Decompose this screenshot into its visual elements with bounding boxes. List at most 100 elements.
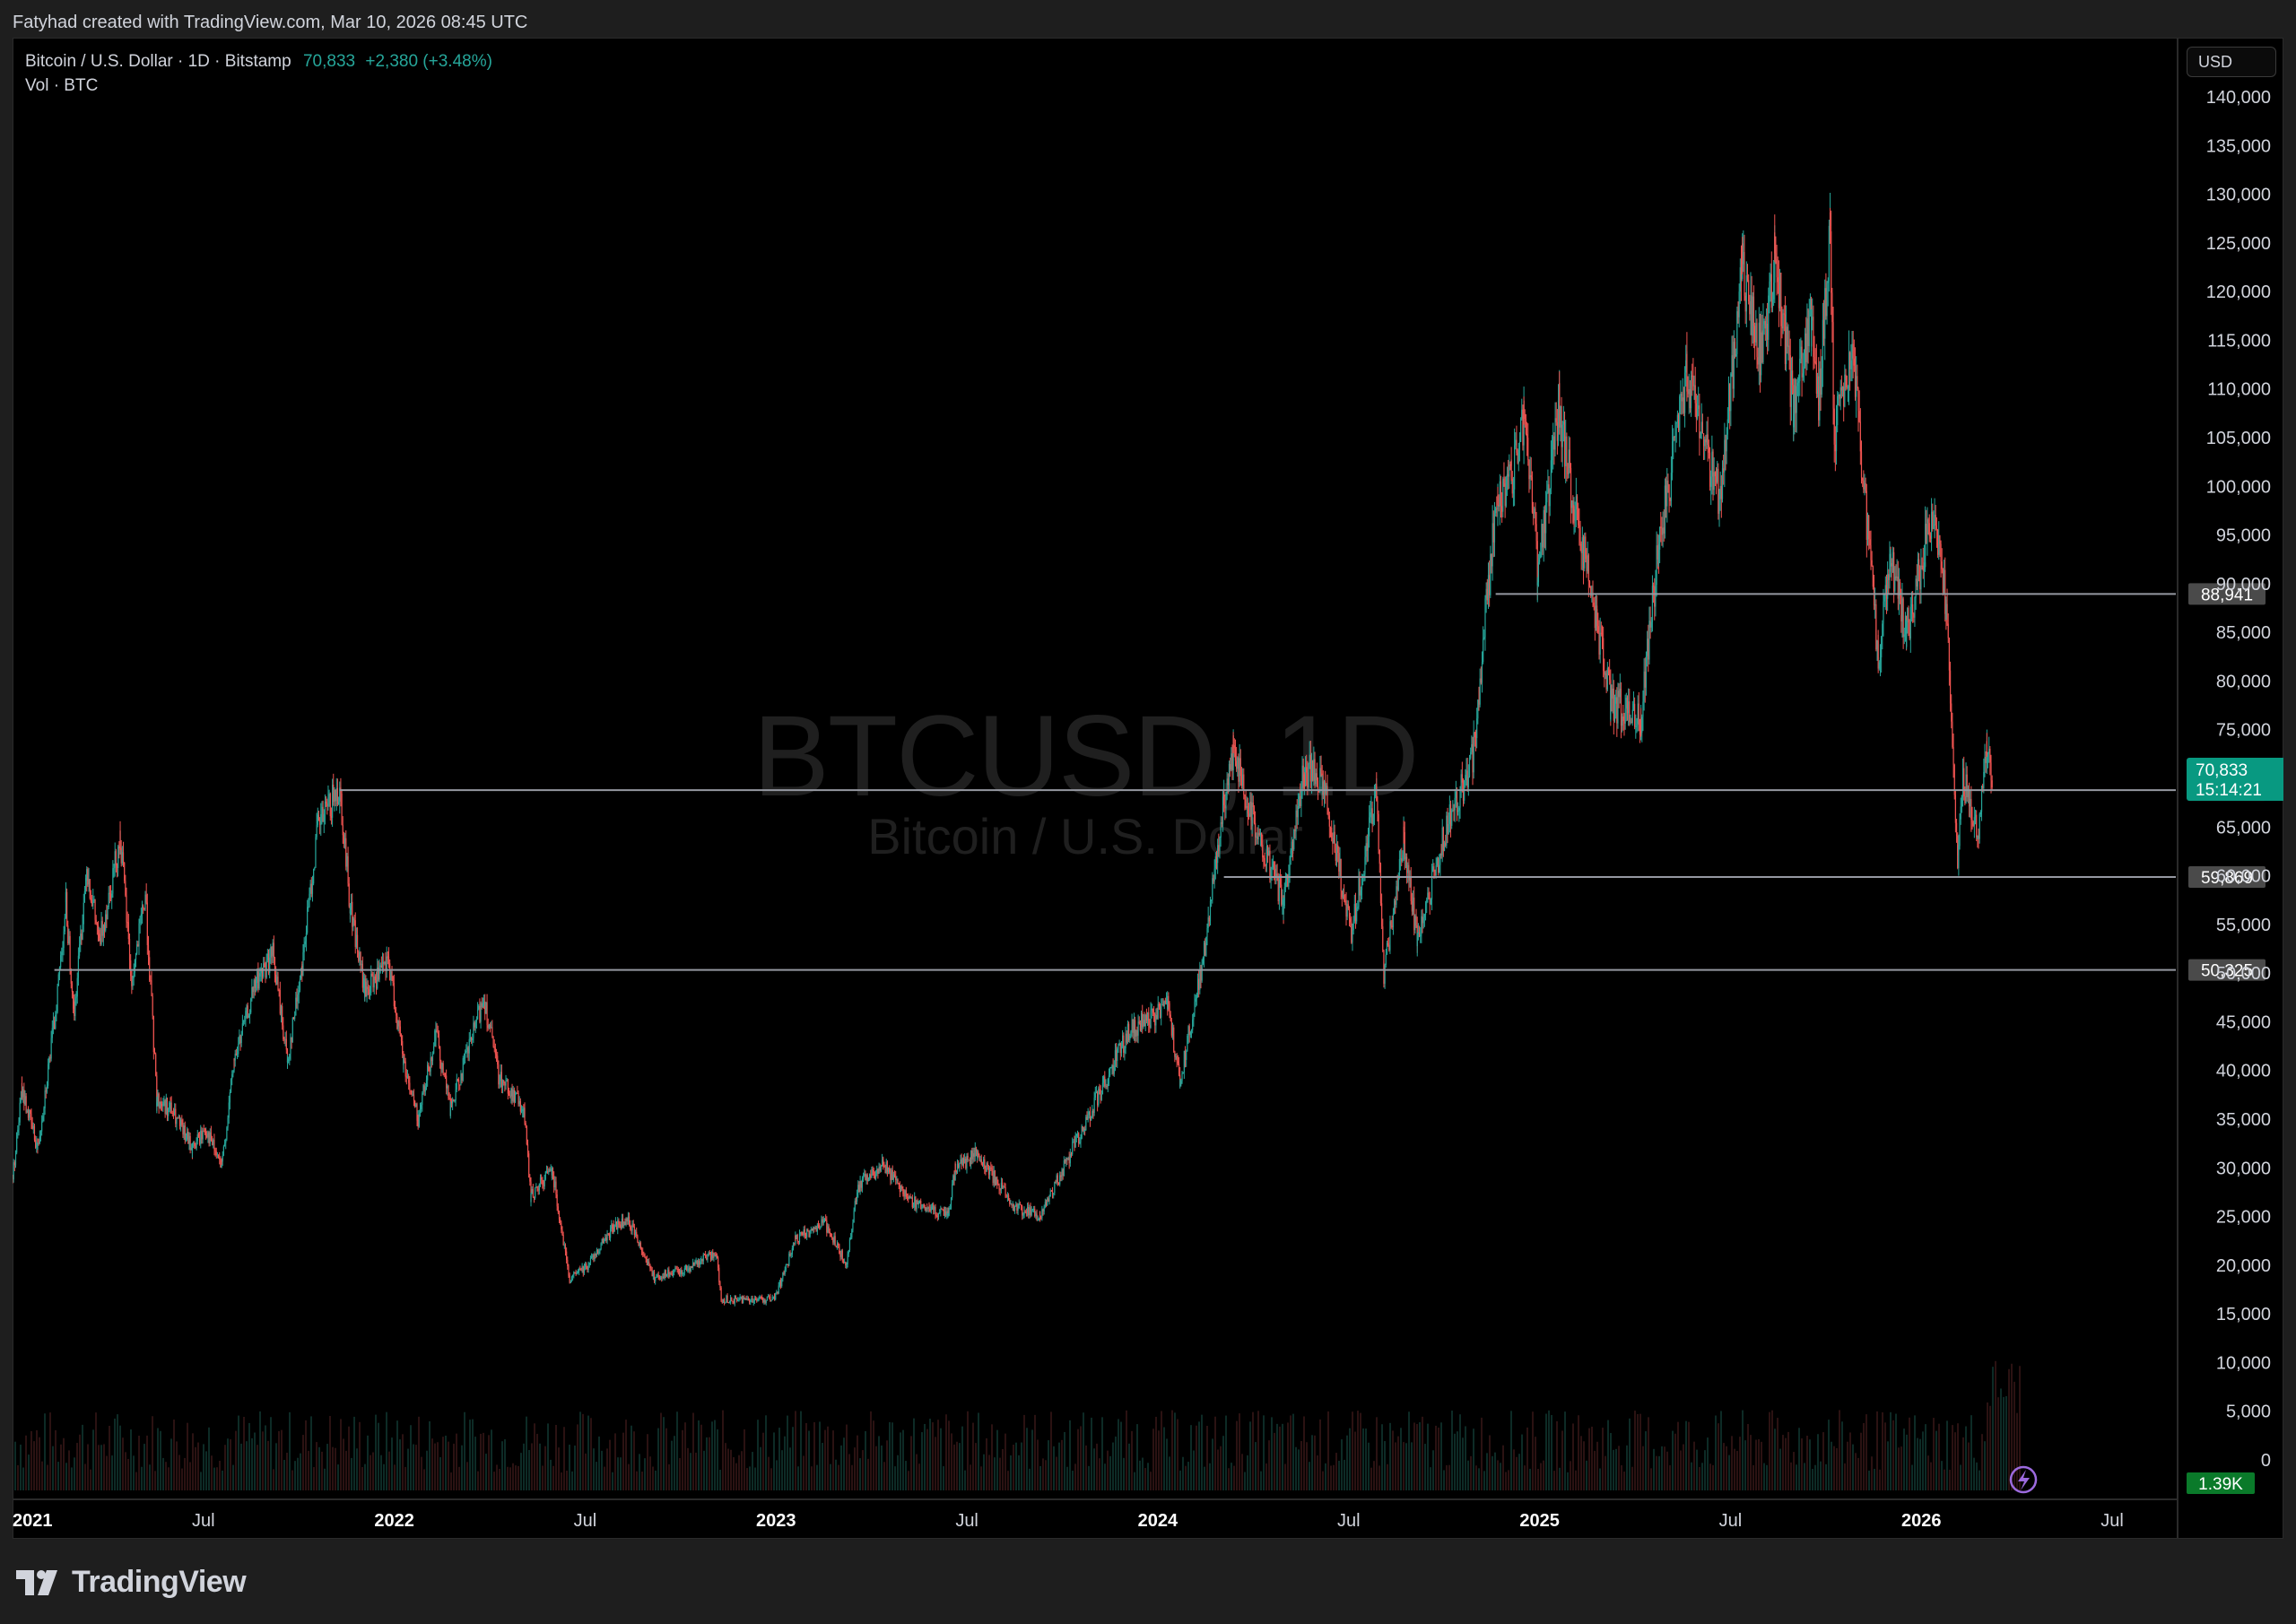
candle-body (836, 1244, 839, 1247)
chart-panel[interactable] (13, 38, 2283, 1539)
candle-body (855, 1201, 857, 1203)
volume-bar (1952, 1425, 1953, 1490)
volume-bar (1529, 1468, 1531, 1490)
lightning-icon[interactable] (2009, 1465, 2038, 1494)
candle-body (1087, 1115, 1089, 1120)
volume-bar (1653, 1448, 1655, 1490)
candle-body (608, 1234, 611, 1238)
candle-body (1169, 1003, 1170, 1015)
volume-bar (569, 1444, 570, 1490)
candle-body (405, 1076, 407, 1078)
volume-bar (1618, 1446, 1620, 1490)
candle-body (509, 1095, 511, 1097)
currency-selector[interactable]: USD (2187, 47, 2276, 77)
candle-body (1876, 640, 1878, 650)
volume-bar (830, 1463, 831, 1490)
candle-body (510, 1088, 512, 1097)
candle-body (931, 1203, 934, 1207)
candle-body (1363, 873, 1365, 877)
tradingview-logo[interactable]: TradingView (16, 1565, 247, 1600)
candle-body (1740, 267, 1743, 280)
candle-body (763, 1299, 765, 1303)
candle-body (1729, 383, 1731, 412)
candle-body (1448, 804, 1450, 824)
candle-body (195, 1146, 196, 1149)
candle-body (591, 1256, 593, 1258)
candle-body (1487, 575, 1490, 601)
y-tick-label: 130,000 (2206, 186, 2271, 205)
candle-body (55, 1014, 57, 1029)
candle-body (1451, 811, 1453, 826)
candle-body (1344, 900, 1346, 903)
volume-bar (1088, 1465, 1090, 1490)
candle-body (937, 1213, 940, 1218)
candle-body (816, 1224, 818, 1232)
volume-bar (114, 1418, 116, 1490)
volume-bar (281, 1429, 283, 1490)
candle-body (617, 1220, 619, 1230)
candle-body (1471, 743, 1473, 752)
candle-body (1427, 892, 1429, 900)
volume-bar (862, 1450, 864, 1490)
candle-body (1750, 295, 1752, 315)
candle-body (1752, 296, 1755, 326)
volume-bar (90, 1469, 91, 1490)
candle-body (1803, 366, 1805, 374)
volume-bar (808, 1430, 810, 1490)
volume-bar (762, 1432, 764, 1490)
candle-body (1161, 1004, 1163, 1006)
candle-body (1490, 553, 1492, 595)
volume-bar (474, 1437, 476, 1490)
volume-bar (1594, 1450, 1596, 1490)
volume-bar (1500, 1463, 1501, 1490)
volume-bar (1492, 1455, 1493, 1490)
candle-body (1190, 1029, 1193, 1033)
volume-bar (1284, 1463, 1286, 1490)
volume-bar (1728, 1455, 1730, 1490)
volume-bar (2011, 1363, 2013, 1490)
candle-body (966, 1155, 968, 1168)
candle-body (1042, 1209, 1044, 1211)
candle-body (1118, 1043, 1120, 1046)
candle-body (400, 1036, 403, 1042)
candle-body (566, 1251, 568, 1261)
candle-body (1034, 1208, 1036, 1217)
volume-bar (337, 1464, 339, 1490)
candle-body (1314, 759, 1316, 785)
candle-body (428, 1064, 430, 1072)
candle-body (748, 1300, 751, 1302)
price-chart[interactable]: 88,94168,79259,86950,325140,000135,00013… (13, 38, 2283, 1539)
candle-body (538, 1183, 540, 1191)
candle-body (1119, 1043, 1121, 1054)
candle-body (1379, 864, 1382, 904)
candle-body (1840, 386, 1842, 391)
candle-body (1935, 515, 1936, 526)
candle-body (676, 1269, 678, 1271)
candle-body (1028, 1206, 1030, 1216)
volume-bar (1419, 1422, 1421, 1490)
volume-bar (1362, 1428, 1364, 1490)
candle-body (1838, 394, 1839, 396)
candle-body (628, 1222, 631, 1225)
candle-body (1433, 866, 1435, 872)
candle-body (1485, 588, 1487, 599)
candle-body (1673, 436, 1674, 442)
candle-body (1643, 671, 1645, 702)
candle-body (586, 1264, 587, 1269)
volume-bar (940, 1428, 942, 1490)
candle-body (1252, 803, 1254, 807)
volume-bar (74, 1457, 75, 1490)
volume-bar (986, 1437, 987, 1490)
candle-body (196, 1134, 198, 1142)
candle-body (1401, 858, 1403, 862)
candle-body (1390, 921, 1392, 926)
candle-body (1601, 633, 1604, 638)
candle-body (1007, 1194, 1010, 1200)
candle-body (630, 1224, 631, 1229)
candle-body (141, 906, 144, 915)
volume-bar (1513, 1449, 1515, 1490)
candle-body (1604, 671, 1605, 675)
candle-body (697, 1261, 700, 1265)
x-tick-label: 2024 (1138, 1511, 1178, 1531)
candle-body (1781, 326, 1783, 329)
